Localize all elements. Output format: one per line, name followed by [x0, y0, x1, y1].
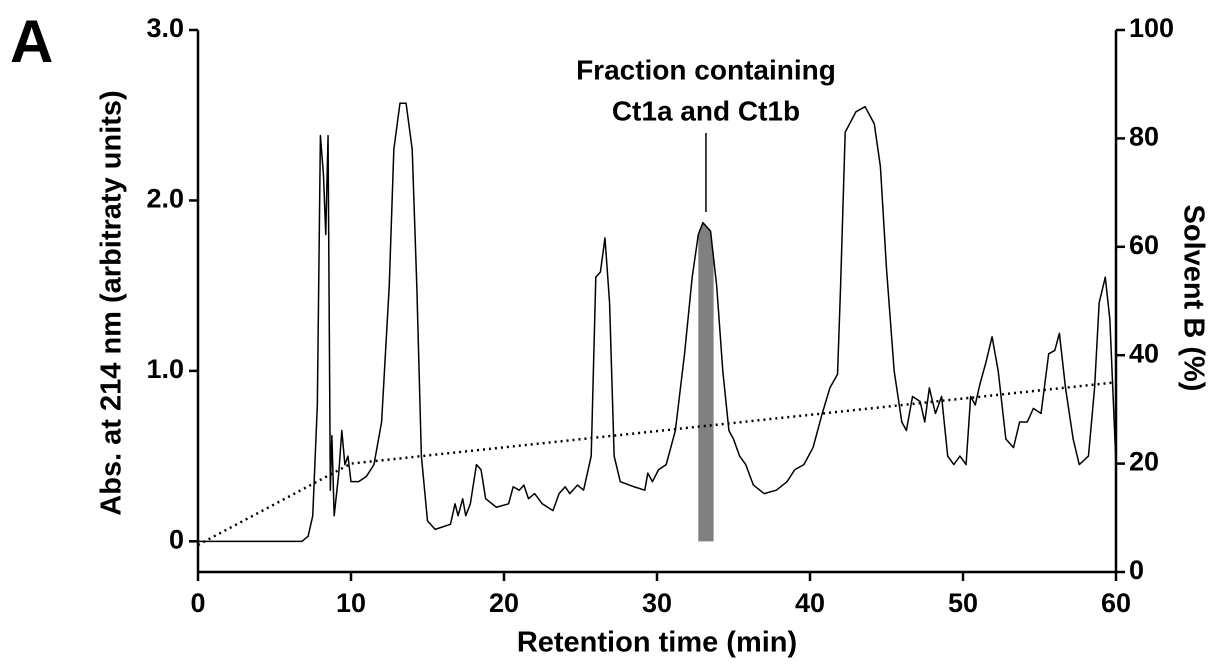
y2-tick-label: 20 [1129, 447, 1159, 477]
y2-tick-label: 40 [1129, 338, 1159, 368]
y-tick-label: 2.0 [146, 184, 184, 214]
highlight-fraction [698, 222, 714, 542]
annotation: Fraction containing [576, 54, 836, 85]
y2-tick-label: 60 [1129, 230, 1159, 260]
y2-axis-label: Solvent B (%) [1177, 205, 1209, 392]
trace-line [198, 102, 1117, 543]
y2-tick-label: 0 [1129, 555, 1144, 585]
annotation: Ct1a and Ct1b [612, 95, 800, 126]
y-axis-label: Abs. at 214 nm (arbitraty units) [96, 90, 128, 515]
x-tick-label: 30 [642, 588, 672, 618]
x-tick-label: 40 [795, 588, 825, 618]
y-tick-label: 1.0 [146, 354, 184, 384]
y2-tick-label: 80 [1129, 122, 1159, 152]
x-tick-label: 0 [190, 588, 205, 618]
x-axis-label: Retention time (min) [517, 627, 797, 659]
x-tick-label: 60 [1101, 588, 1131, 618]
solvent-line [197, 381, 1117, 547]
panel-label: A [10, 8, 53, 75]
x-tick-label: 50 [948, 588, 978, 618]
x-tick-label: 10 [336, 588, 366, 618]
y-tick-label: 0 [169, 524, 184, 554]
y-tick-label: 3.0 [146, 13, 184, 43]
x-tick-label: 20 [489, 588, 519, 618]
y2-tick-label: 100 [1129, 13, 1174, 43]
